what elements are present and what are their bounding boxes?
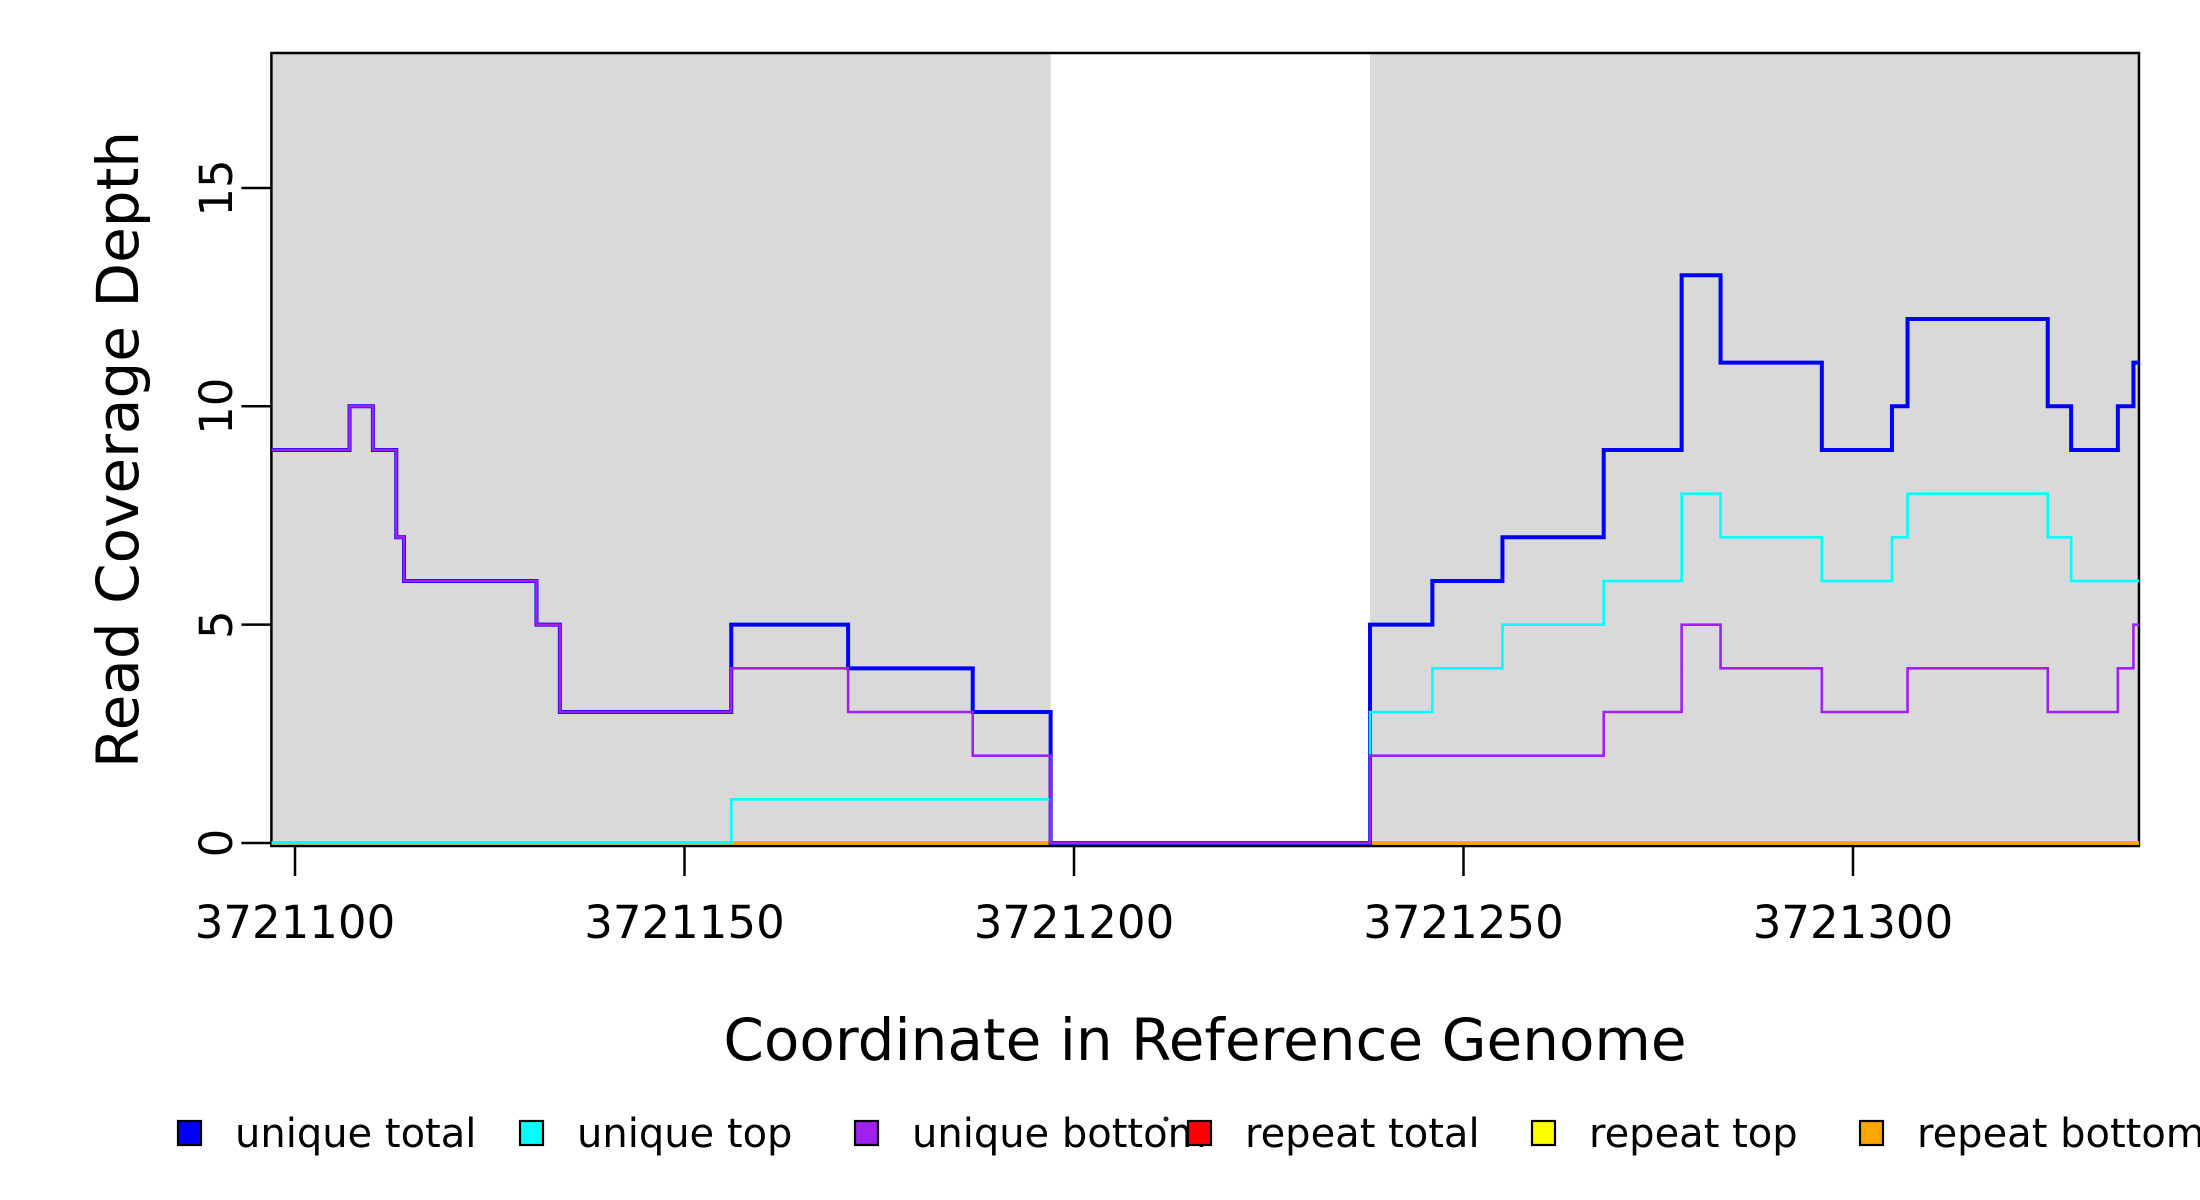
y-tick-label: 0 [190, 829, 243, 858]
x-tick-label: 3721150 [584, 896, 784, 949]
legend-swatch-repeat-total [1186, 1119, 1213, 1147]
legend-swatch-repeat-top [1530, 1119, 1557, 1147]
axes: 3721100 3721150 3721200 3721250 3721300 0 5 10 1… [190, 159, 1953, 949]
x-tick-label: 3721200 [974, 896, 1174, 949]
legend: unique total unique top unique bottom repea… [176, 1111, 2200, 1157]
legend-item-unique-total: unique total [176, 1111, 476, 1157]
legend-label: unique top [577, 1111, 792, 1157]
legend-label: repeat top [1589, 1111, 1798, 1157]
x-axis-title: Coordinate in Reference Genome [723, 1006, 1686, 1074]
legend-swatch-repeat-bottom [1858, 1119, 1885, 1147]
legend-item-unique-top: unique top [518, 1111, 792, 1157]
x-tick-label: 3721300 [1753, 896, 1953, 949]
legend-label: repeat bottom [1917, 1111, 2200, 1157]
legend-item-repeat-total: repeat total [1186, 1111, 1480, 1157]
y-tick-label: 15 [190, 159, 243, 216]
x-tick-label: 3721100 [195, 896, 395, 949]
y-tick-label: 5 [190, 610, 243, 639]
y-tick-label: 10 [190, 378, 243, 435]
legend-label: repeat total [1245, 1111, 1480, 1157]
plot-box [270, 51, 2141, 848]
legend-label: unique bottom [912, 1111, 1207, 1157]
y-axis-title: Read Coverage Depth [84, 131, 152, 768]
series-unique-bottom [271, 405, 2139, 845]
legend-swatch-unique-total [176, 1119, 203, 1147]
shaded-regions [271, 53, 2139, 846]
legend-label: unique total [235, 1111, 476, 1157]
legend-item-unique-bottom: unique bottom [853, 1111, 1207, 1157]
legend-swatch-unique-bottom [853, 1119, 880, 1147]
legend-item-repeat-bottom: repeat bottom [1858, 1111, 2200, 1157]
series-lines [271, 273, 2139, 845]
stray-dot [1163, 1116, 1169, 1122]
shaded-region [1370, 53, 2139, 846]
x-tick-label: 3721250 [1363, 896, 1563, 949]
legend-item-repeat-top: repeat top [1530, 1111, 1798, 1157]
legend-swatch-unique-top [518, 1119, 545, 1147]
